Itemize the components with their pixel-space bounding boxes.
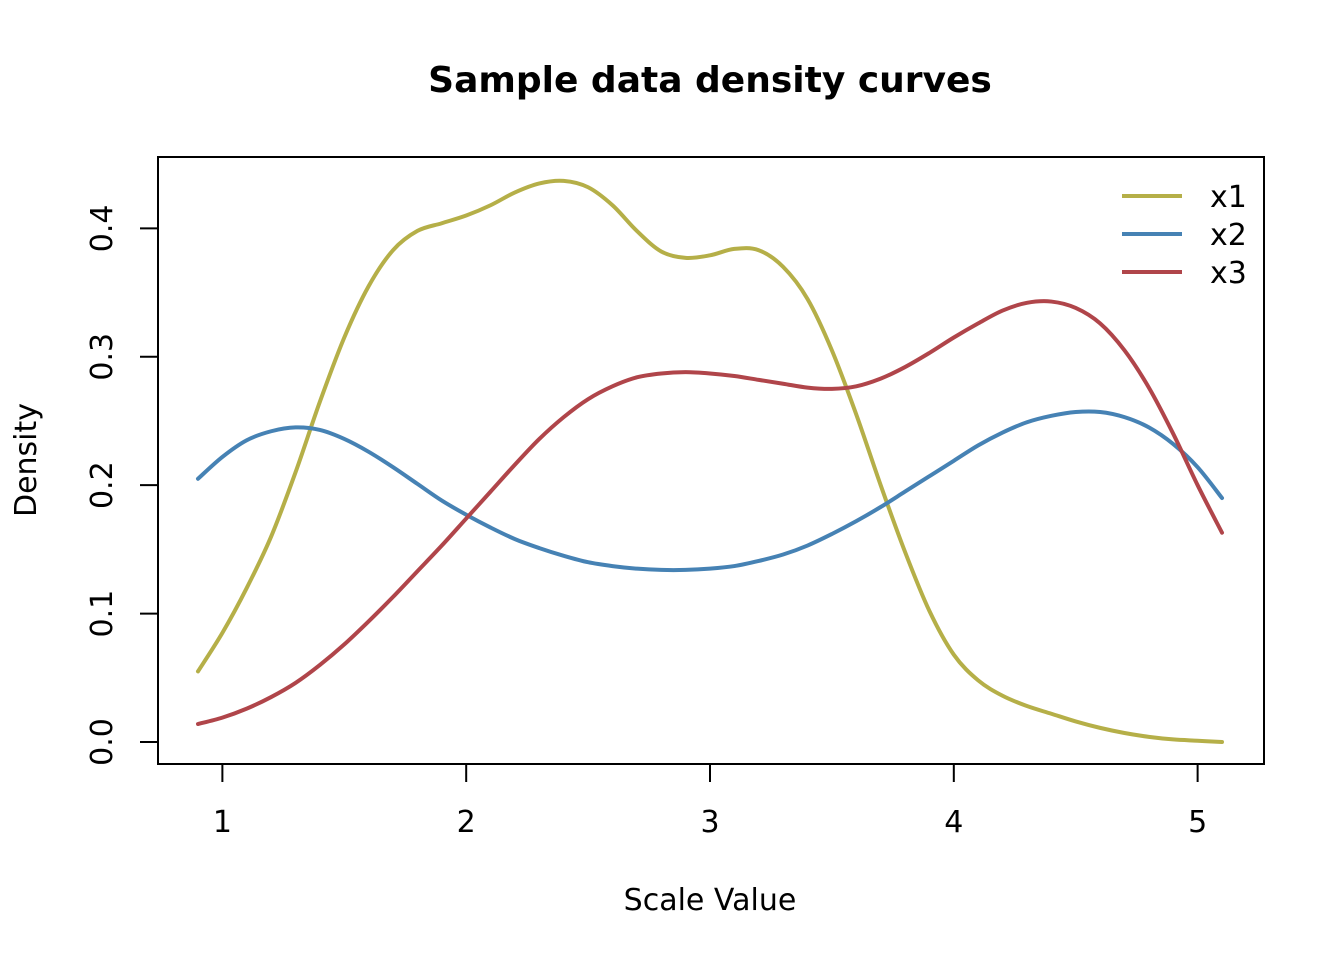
series-line-x2 xyxy=(196,409,1224,573)
legend-label-x2: x2 xyxy=(1210,218,1247,253)
x-axis: 1 2 3 4 5 xyxy=(213,764,1207,840)
series-layer xyxy=(196,178,1224,744)
series-line-x1 xyxy=(196,178,1224,744)
x-tick-label: 2 xyxy=(457,805,476,840)
legend-label-x1: x1 xyxy=(1210,180,1247,215)
y-tick-label: 0.1 xyxy=(85,590,120,638)
x-axis-label: Scale Value xyxy=(624,883,797,918)
y-tick-label: 0.4 xyxy=(85,205,120,253)
y-axis: 0.0 0.1 0.2 0.3 0.4 xyxy=(85,205,158,766)
x-tick-label: 1 xyxy=(213,805,232,840)
y-axis-label: Density xyxy=(9,403,44,517)
chart-title: Sample data density curves xyxy=(428,60,992,101)
y-tick-label: 0.2 xyxy=(85,461,120,509)
y-tick-label: 0.0 xyxy=(85,718,120,766)
x-tick-label: 4 xyxy=(944,805,963,840)
y-tick-label: 0.3 xyxy=(85,333,120,381)
x-tick-label: 5 xyxy=(1188,805,1207,840)
series-line-x3 xyxy=(196,299,1224,727)
x-tick-label: 3 xyxy=(700,805,719,840)
plot-frame xyxy=(157,156,1265,765)
legend-label-x3: x3 xyxy=(1210,256,1247,291)
